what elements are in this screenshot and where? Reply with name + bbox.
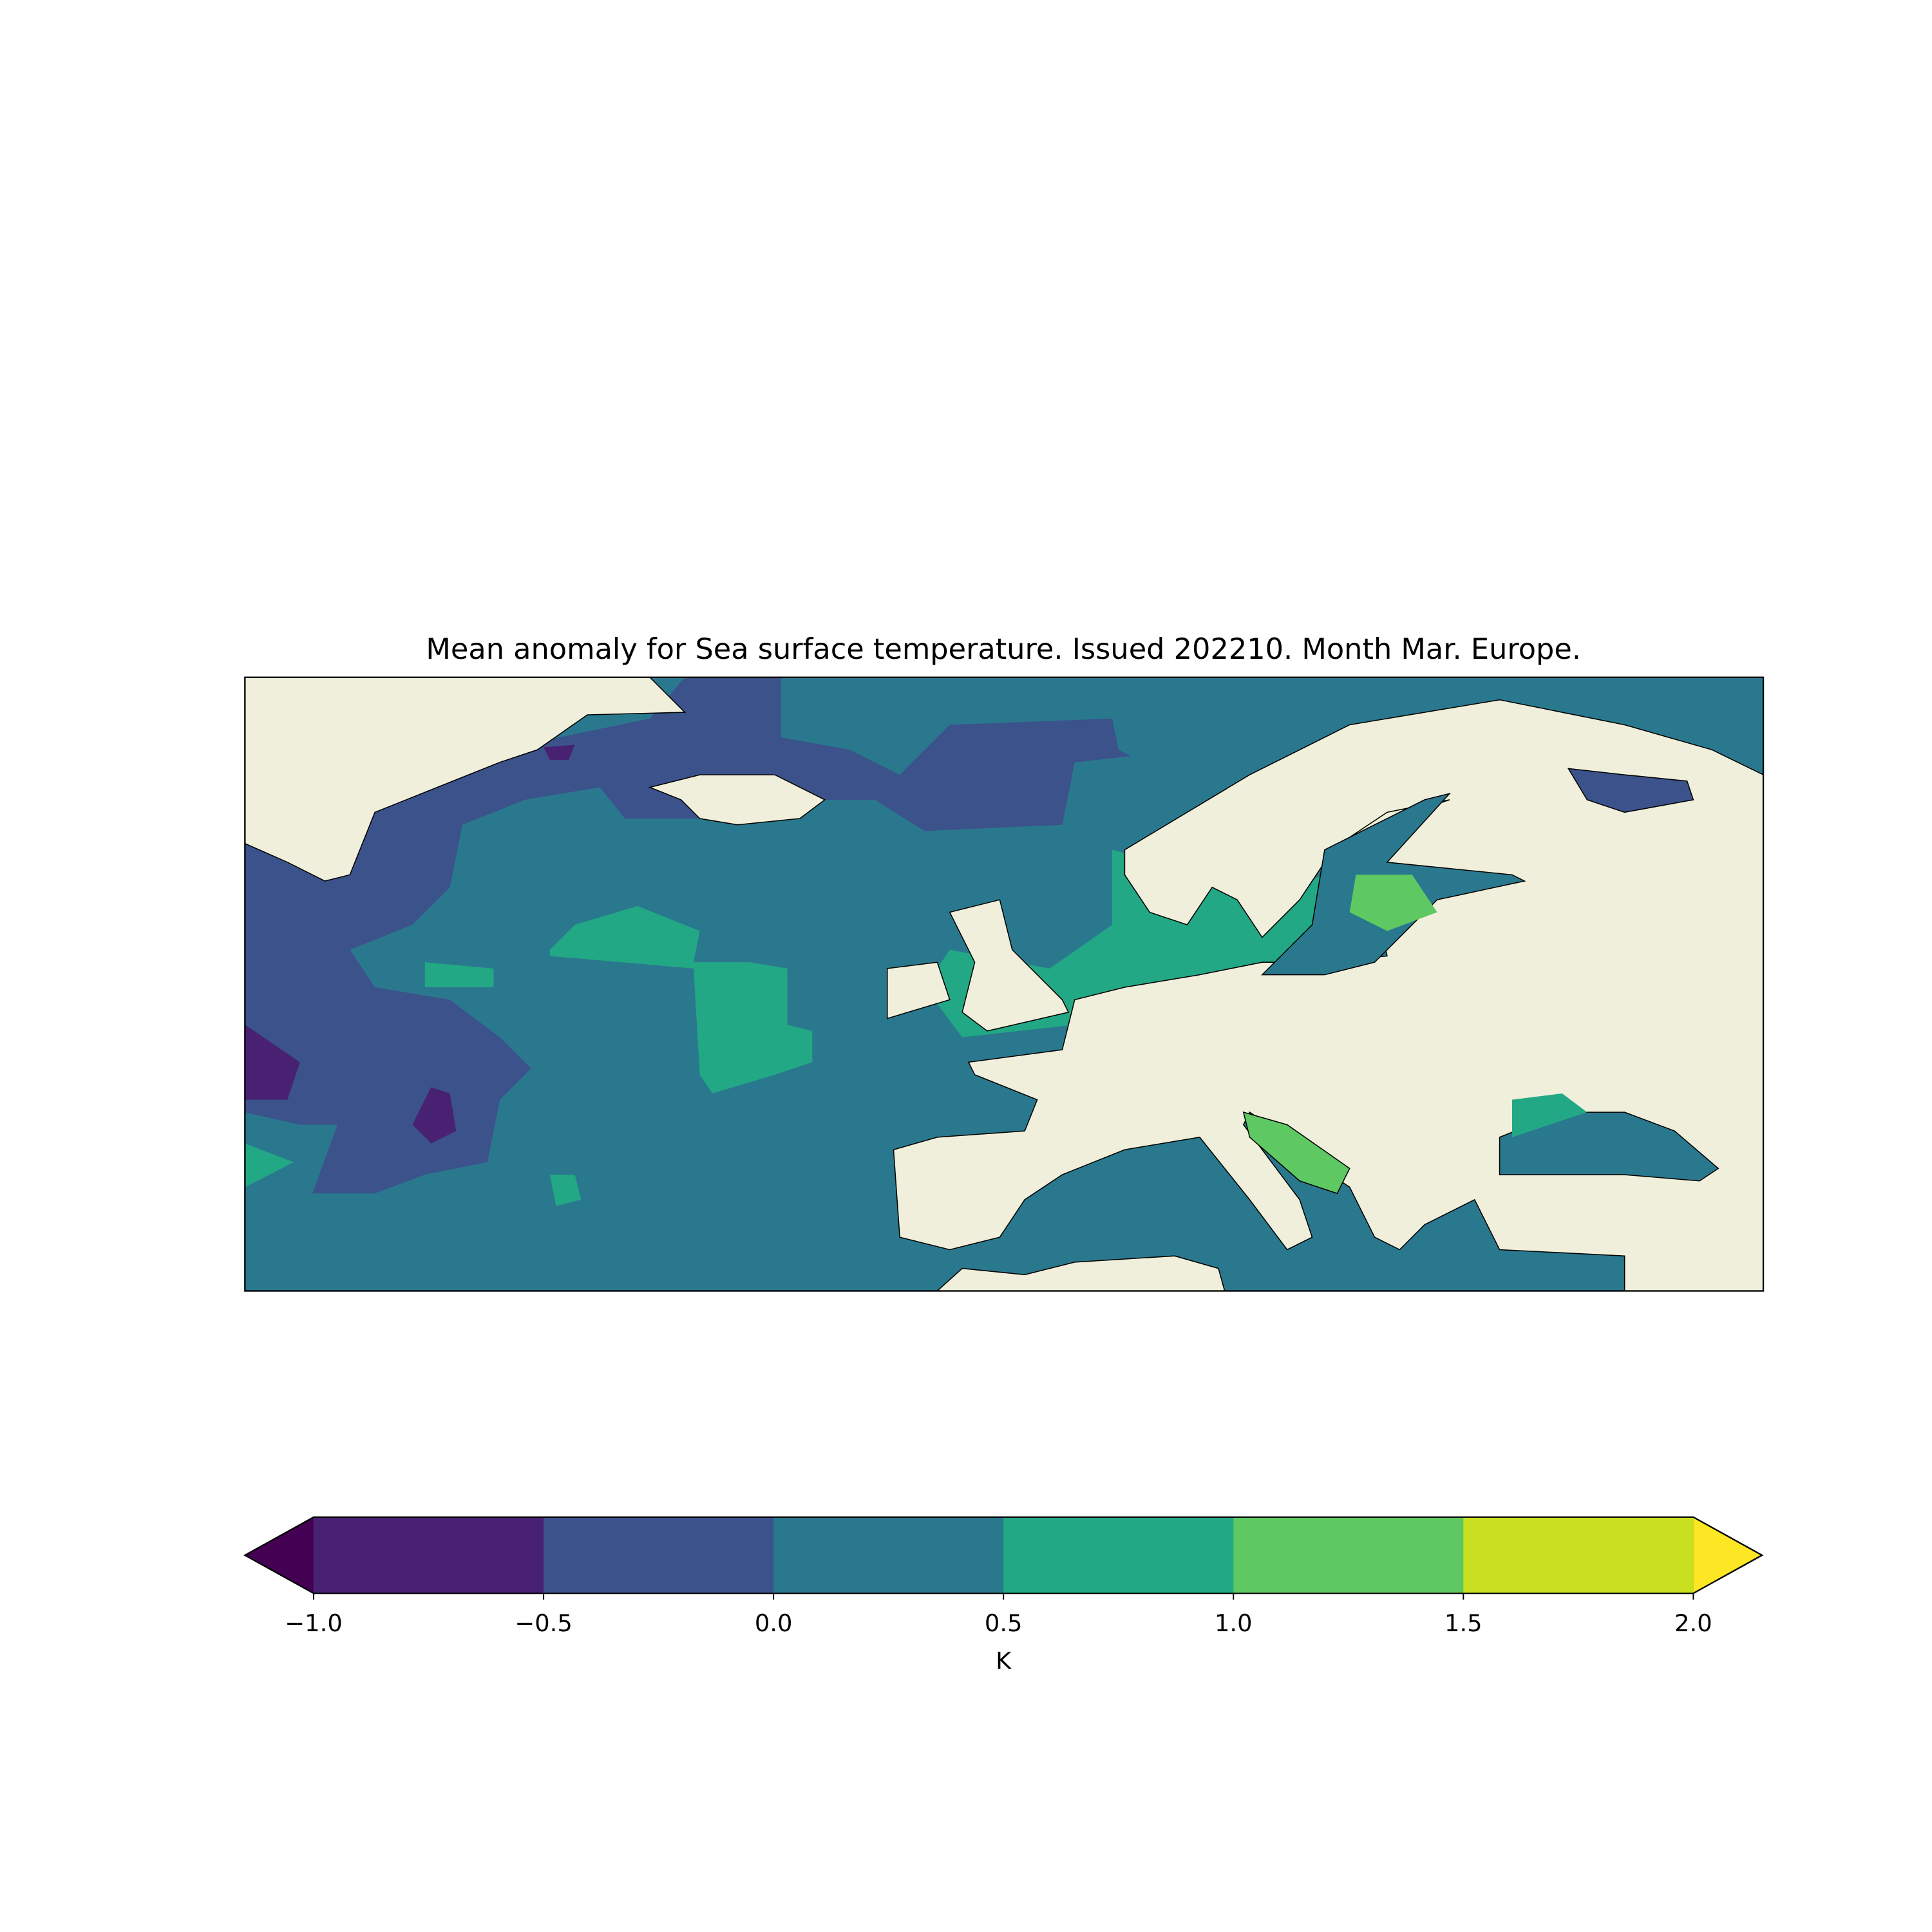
- anomaly-region: [1349, 875, 1437, 931]
- anomaly-region: [1242, 1111, 1350, 1195]
- land: [648, 774, 826, 826]
- chart-title: Mean anomaly for Sea surface temperature…: [426, 632, 1581, 666]
- colorbar-label: K: [996, 1647, 1012, 1674]
- land: [936, 1255, 1226, 1291]
- anomaly-region: [245, 1143, 294, 1188]
- colorbar: −1.0 −0.5 0.0 0.5 1.0 1.5 2.0: [243, 1516, 1764, 1637]
- anomaly-region: [1567, 768, 1694, 813]
- colorbar-tick-label: 0.0: [755, 1609, 793, 1637]
- colorbar-tick-label: 1.5: [1444, 1609, 1482, 1637]
- anomaly-region: [549, 905, 813, 1094]
- anomaly-region: [245, 1025, 300, 1100]
- sea: [1499, 1112, 1719, 1182]
- land: [949, 899, 1070, 1032]
- land: [886, 961, 951, 1019]
- anomaly-region: [245, 677, 1132, 1194]
- anomaly-region: [549, 1175, 582, 1206]
- colorbar-bin: [314, 1517, 545, 1594]
- colorbar-tick-label: −1.0: [285, 1609, 343, 1637]
- colorbar-extend-over: [1693, 1517, 1763, 1594]
- anomaly-region: [412, 1087, 457, 1144]
- colorbar-tick-label: −0.5: [515, 1609, 573, 1637]
- map: [245, 677, 1764, 1291]
- colorbar-bin: [1463, 1517, 1694, 1594]
- colorbar-tick-label: 0.5: [985, 1609, 1023, 1637]
- colorbar-tick-label: 2.0: [1674, 1609, 1712, 1637]
- colorbar-bin: [544, 1517, 775, 1594]
- anomaly-region: [1511, 1093, 1587, 1137]
- map-frame: [244, 676, 1765, 1292]
- anomaly-region: [544, 744, 575, 760]
- colorbar-tick-label: 1.0: [1215, 1609, 1253, 1637]
- anomaly-region: [424, 962, 494, 987]
- colorbar-bin: [773, 1517, 1005, 1594]
- colorbar-bin: [1233, 1517, 1464, 1594]
- colorbar-bin: [1003, 1517, 1235, 1594]
- colorbar-extend-under: [245, 1517, 314, 1594]
- land: [245, 677, 687, 882]
